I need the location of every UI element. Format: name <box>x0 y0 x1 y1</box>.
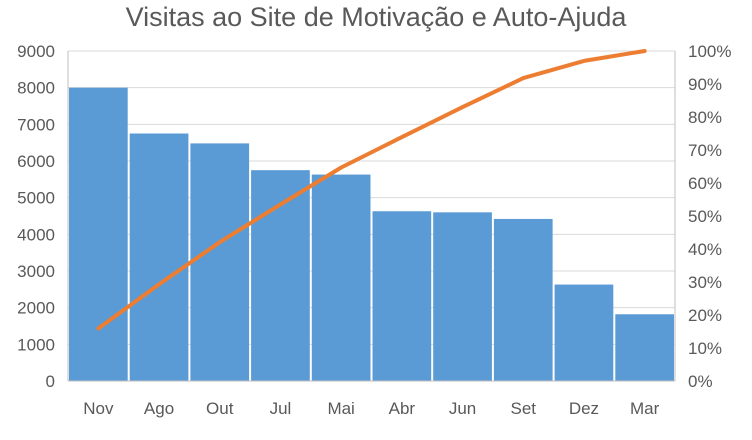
right-tick-label: 100% <box>688 42 731 61</box>
bar-set <box>493 218 553 381</box>
cumulative-line <box>96 49 647 331</box>
category-label-out: Out <box>206 399 234 418</box>
right-tick-label: 20% <box>688 306 722 325</box>
category-label-jun: Jun <box>449 399 476 418</box>
category-label-set: Set <box>510 399 536 418</box>
right-tick-label: 90% <box>688 75 722 94</box>
bar-mai <box>311 174 371 381</box>
left-tick-label: 0 <box>46 372 55 391</box>
right-tick-label: 60% <box>688 174 722 193</box>
axes <box>67 51 676 382</box>
category-label-mar: Mar <box>630 399 660 418</box>
right-tick-label: 40% <box>688 240 722 259</box>
category-label-nov: Nov <box>83 399 114 418</box>
left-tick-label: 7000 <box>17 115 55 134</box>
left-tick-label: 3000 <box>17 262 55 281</box>
right-tick-label: 70% <box>688 141 722 160</box>
category-label-abr: Abr <box>389 399 416 418</box>
bar-jun <box>433 212 492 381</box>
bar-ago <box>129 133 189 381</box>
category-label-dez: Dez <box>569 399 599 418</box>
bar-dez <box>554 284 614 381</box>
category-label-mai: Mai <box>327 399 354 418</box>
right-tick-label: 10% <box>688 339 722 358</box>
bar-abr <box>372 211 432 381</box>
bar-series <box>69 87 674 382</box>
left-tick-label: 4000 <box>17 225 55 244</box>
left-tick-label: 6000 <box>17 152 55 171</box>
left-tick-label: 9000 <box>17 42 55 61</box>
left-tick-label: 5000 <box>17 189 55 208</box>
category-label-jul: Jul <box>270 399 292 418</box>
bar-nov <box>69 87 128 382</box>
left-axis-ticks: 0 1000 2000 3000 4000 5000 6000 7000 8000 9000 <box>17 42 55 391</box>
right-tick-label: 80% <box>688 108 722 127</box>
right-tick-label: 50% <box>688 207 722 226</box>
left-tick-label: 1000 <box>17 335 55 354</box>
left-tick-label: 2000 <box>17 299 55 318</box>
bar-jul <box>251 170 310 381</box>
right-tick-label: 0% <box>688 372 713 391</box>
left-tick-label: 8000 <box>17 79 55 98</box>
chart-title: Visitas ao Site de Motivação e Auto-Ajud… <box>126 2 628 32</box>
right-tick-label: 30% <box>688 273 722 292</box>
bar-out <box>190 143 250 381</box>
category-label-ago: Ago <box>144 399 174 418</box>
category-axis-ticks: Nov Ago Out Jul Mai Abr Jun Set Dez Mar <box>83 399 659 418</box>
bar-mar <box>615 314 674 381</box>
cumulative-line-series <box>96 49 647 331</box>
right-axis-ticks: 0% 10% 20% 30% 40% 50% 60% 70% 80% 90% 100% <box>688 42 731 391</box>
